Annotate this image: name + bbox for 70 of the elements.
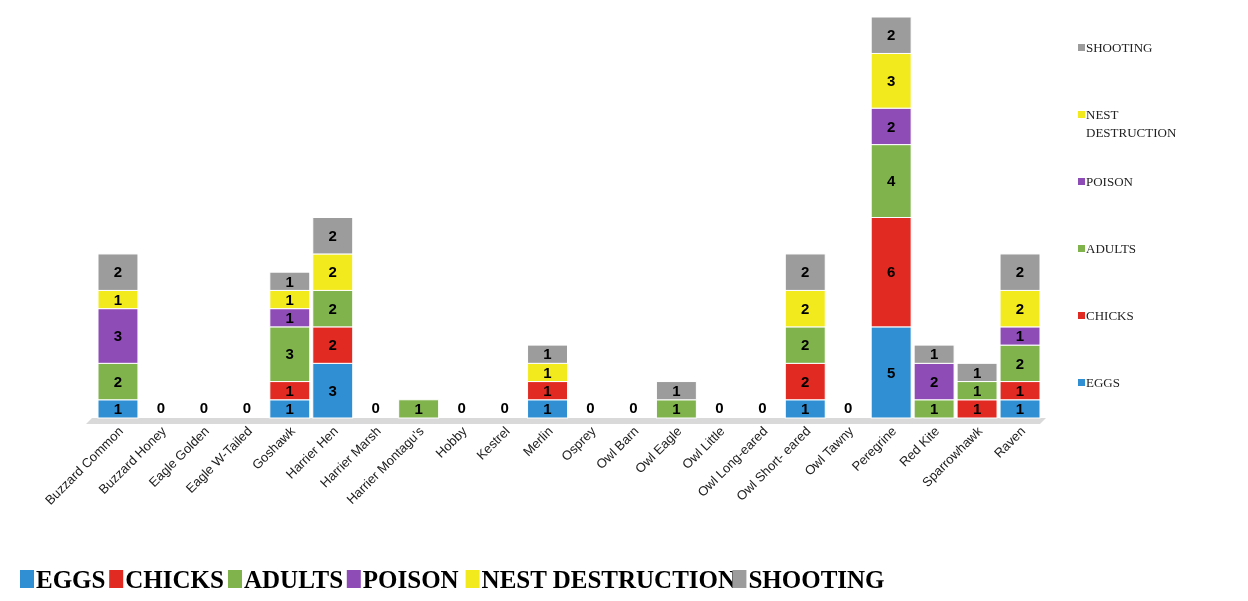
data-label: 1 <box>285 309 294 326</box>
data-label: 1 <box>1015 400 1025 418</box>
legend-label: NEST DESTRUCTION <box>1086 107 1177 140</box>
data-label: 1 <box>285 400 294 418</box>
data-label: 0 <box>242 399 252 417</box>
data-label: 3 <box>113 327 123 345</box>
data-label: 1 <box>972 363 982 381</box>
data-label: 0 <box>500 399 509 417</box>
data-label: 3 <box>886 72 896 90</box>
data-label: 1 <box>1015 381 1025 399</box>
data-label: 2 <box>328 336 337 354</box>
data-label: 2 <box>801 299 810 317</box>
data-label: 2 <box>801 263 810 281</box>
data-label: 1 <box>543 400 552 418</box>
text: SHOOTING <box>748 566 885 593</box>
data-label: 1 <box>929 400 939 418</box>
data-label: 2 <box>1015 354 1025 372</box>
text: EGGS <box>36 566 106 593</box>
data-label: 2 <box>929 372 939 390</box>
data-label: 1 <box>543 363 552 381</box>
data-label: 2 <box>886 117 896 135</box>
data-label: 1 <box>113 400 123 418</box>
data-label: 2 <box>801 372 810 390</box>
data-label: 1 <box>801 400 810 418</box>
data-label: 1 <box>414 400 423 418</box>
data-label: 0 <box>457 399 466 417</box>
data-label: 1 <box>672 381 681 399</box>
data-label: 0 <box>371 399 380 417</box>
data-label: 2 <box>328 299 337 317</box>
data-label: 1 <box>972 400 982 418</box>
data-label: 1 <box>972 381 982 399</box>
data-label: 2 <box>1015 299 1025 317</box>
data-label: 2 <box>1015 263 1025 281</box>
data-label: 2 <box>328 226 337 244</box>
text: CHICKS <box>125 566 224 593</box>
legend-label: CHICKS <box>1086 308 1134 323</box>
data-label: 6 <box>886 263 896 281</box>
data-label: 1 <box>285 381 294 399</box>
legend-label: EGGS <box>1086 375 1120 390</box>
legend-label: POISON <box>1086 174 1134 189</box>
data-label: 1 <box>929 345 939 363</box>
data-label: 1 <box>285 272 294 290</box>
data-label: 0 <box>199 399 209 417</box>
data-label: 2 <box>113 372 123 390</box>
bar <box>398 399 440 419</box>
data-label: 1 <box>543 381 552 399</box>
text: POISON <box>362 566 459 593</box>
data-label: 2 <box>801 336 810 354</box>
legend-label: ADULTS <box>1086 241 1137 256</box>
data-label: 2 <box>113 263 123 281</box>
text: ADULTS <box>244 566 344 593</box>
data-label: 1 <box>1015 327 1025 345</box>
data-label: 0 <box>844 399 853 417</box>
data-label: 1 <box>672 400 681 418</box>
data-label: 0 <box>715 399 724 417</box>
text: NEST DESTRUCTION <box>481 566 737 593</box>
data-label: 2 <box>328 263 337 281</box>
data-label: 1 <box>113 290 123 308</box>
data-label: 0 <box>758 399 767 417</box>
data-label: 5 <box>886 363 896 381</box>
data-label: 3 <box>328 381 337 399</box>
data-label: 4 <box>886 172 896 190</box>
data-label: 2 <box>886 26 896 44</box>
data-label: 1 <box>285 290 294 308</box>
data-label: 0 <box>629 399 638 417</box>
data-label: 3 <box>285 345 294 363</box>
data-label: 1 <box>543 345 552 363</box>
legend-label: SHOOTING <box>1086 40 1153 55</box>
data-label: 0 <box>156 399 166 417</box>
data-label: 0 <box>586 399 595 417</box>
